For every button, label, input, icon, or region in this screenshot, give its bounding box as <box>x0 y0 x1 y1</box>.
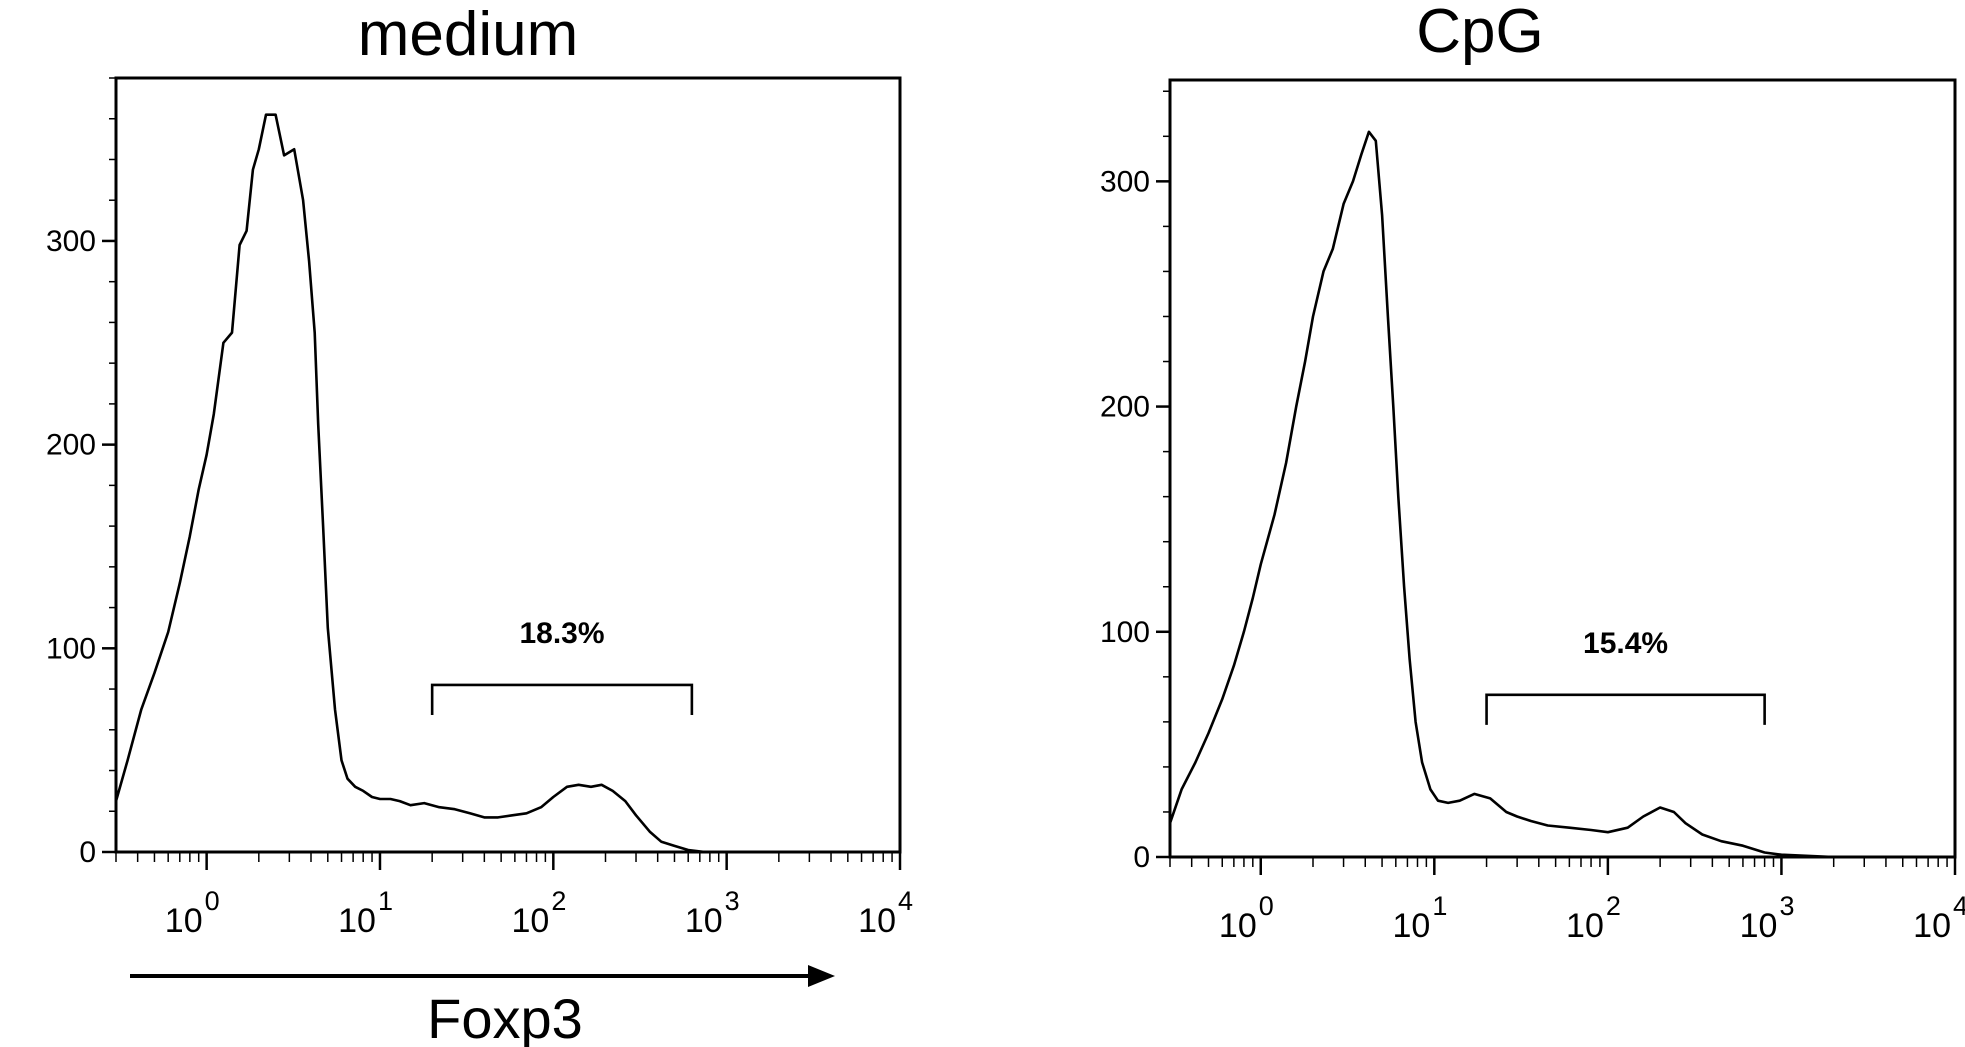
x-tick-label-exponent: 4 <box>1953 891 1965 921</box>
x-tick-label-base: 10 <box>165 902 203 940</box>
y-tick-label: 0 <box>79 836 96 869</box>
x-tick-label-base: 10 <box>1740 907 1778 945</box>
panel-title: CpG <box>1416 0 1543 66</box>
panel-title: medium <box>358 0 579 69</box>
gate-percentage-label: 15.4% <box>1583 627 1668 660</box>
gate-bracket <box>1485 693 1766 725</box>
x-tick-label-base: 10 <box>338 902 376 940</box>
x-tick-label-exponent: 1 <box>1432 891 1447 921</box>
x-tick-label-exponent: 1 <box>378 886 393 916</box>
x-tick-label-exponent: 4 <box>898 886 913 916</box>
x-tick-label-exponent: 0 <box>1259 891 1274 921</box>
y-tick-label: 200 <box>46 429 96 462</box>
y-axis: 0 100 200 300 <box>46 77 116 869</box>
x-tick-label-base: 10 <box>1913 907 1951 945</box>
x-tick-label-base: 10 <box>1566 907 1604 945</box>
plot-frame <box>114 76 902 854</box>
gate-percentage-label: 18.3% <box>519 617 604 650</box>
plot-frame <box>1168 78 1957 859</box>
x-tick-label-exponent: 3 <box>725 886 740 916</box>
x-tick-label-base: 10 <box>1392 907 1430 945</box>
y-tick-label: 200 <box>1100 391 1150 424</box>
x-tick-label-exponent: 3 <box>1779 891 1794 921</box>
x-axis-label: Foxp3 <box>427 987 583 1047</box>
y-tick-label: 100 <box>1100 616 1150 649</box>
y-tick-label: 300 <box>46 225 96 258</box>
x-tick-label-base: 10 <box>511 902 549 940</box>
y-tick-label: 0 <box>1133 841 1150 874</box>
histogram-line <box>114 113 900 854</box>
x-tick-label-base: 10 <box>1219 907 1257 945</box>
x-tick-label-base: 10 <box>858 902 896 940</box>
x-tick-label-base: 10 <box>685 902 723 940</box>
x-tick-label-exponent: 2 <box>1606 891 1621 921</box>
x-tick-label-exponent: 2 <box>551 886 566 916</box>
y-axis: 0 100 200 300 <box>1100 90 1170 874</box>
y-tick-label: 300 <box>1100 165 1150 198</box>
x-tick-label-exponent: 0 <box>205 886 220 916</box>
y-tick-label: 100 <box>46 632 96 665</box>
histogram-line <box>1168 130 1955 859</box>
arrow-head-icon <box>808 965 835 987</box>
gate-bracket <box>430 683 694 715</box>
